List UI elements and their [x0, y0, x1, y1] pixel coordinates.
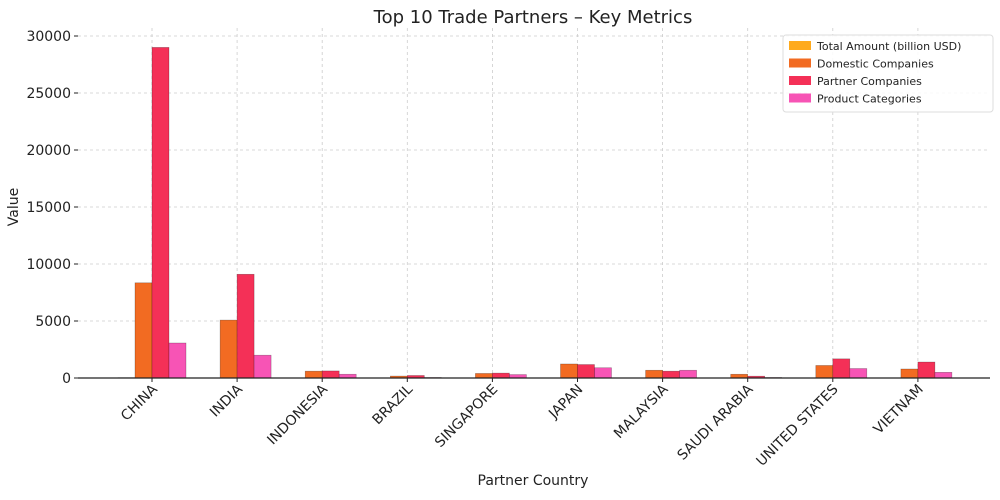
- bar-domestic-companies: [305, 371, 322, 378]
- bar-partner-companies: [833, 359, 850, 378]
- x-tick-label: INDONESIA: [264, 381, 331, 448]
- legend-swatch: [789, 59, 811, 68]
- x-tick-label: CHINA: [118, 381, 161, 424]
- bar-product-categories: [935, 372, 952, 378]
- x-tick-label: SINGAPORE: [432, 382, 501, 451]
- legend-swatch: [789, 41, 811, 50]
- y-tick-label: 10000: [26, 257, 71, 273]
- bar-partner-companies: [918, 362, 935, 378]
- bar-partner-companies: [152, 47, 169, 378]
- bar-partner-companies: [237, 274, 254, 378]
- bar-domestic-companies: [646, 370, 663, 378]
- x-tick-label: UNITED STATES: [754, 381, 842, 469]
- y-axis-label: Value: [6, 188, 22, 226]
- bar-product-categories: [254, 355, 271, 378]
- legend-swatch: [789, 94, 811, 103]
- legend-label: Domestic Companies: [817, 58, 934, 71]
- bar-partner-companies: [492, 373, 509, 378]
- y-tick-label: 15000: [26, 200, 71, 216]
- bar-domestic-companies: [220, 320, 237, 378]
- x-axis-label: Partner Country: [478, 473, 589, 489]
- x-tick-label: SAUDI ARABIA: [675, 381, 757, 463]
- bar-product-categories: [169, 343, 186, 378]
- legend: Total Amount (billion USD) Domestic Compa…: [783, 35, 993, 112]
- bar-partner-companies: [322, 371, 339, 378]
- bar-product-categories: [680, 370, 697, 378]
- legend-label: Total Amount (billion USD): [816, 40, 961, 53]
- y-tick-label: 5000: [35, 314, 71, 330]
- legend-label: Partner Companies: [817, 75, 922, 88]
- y-tick-label: 25000: [26, 86, 71, 102]
- x-tick-label: INDIA: [207, 381, 246, 420]
- x-tick-label: MALAYSIA: [611, 381, 672, 442]
- legend-swatch: [789, 76, 811, 85]
- x-tick-label: VIETNAM: [871, 382, 927, 438]
- x-tick-label: JAPAN: [545, 382, 586, 423]
- bar-domestic-companies: [475, 373, 492, 378]
- chart-title: Top 10 Trade Partners – Key Metrics: [373, 7, 693, 28]
- bar-domestic-companies: [561, 364, 578, 378]
- bar-product-categories: [595, 368, 612, 378]
- legend-label: Product Categories: [817, 93, 922, 106]
- bar-product-categories: [850, 369, 867, 378]
- bar-partner-companies: [578, 365, 595, 378]
- bar-domestic-companies: [816, 365, 833, 378]
- x-tick-label: BRAZIL: [370, 381, 417, 428]
- bar-partner-companies: [663, 371, 680, 378]
- y-tick-label: 30000: [26, 29, 71, 45]
- y-tick-label: 0: [62, 371, 71, 387]
- y-tick-label: 20000: [26, 143, 71, 159]
- bar-domestic-companies: [135, 283, 152, 378]
- bar-domestic-companies: [901, 369, 918, 378]
